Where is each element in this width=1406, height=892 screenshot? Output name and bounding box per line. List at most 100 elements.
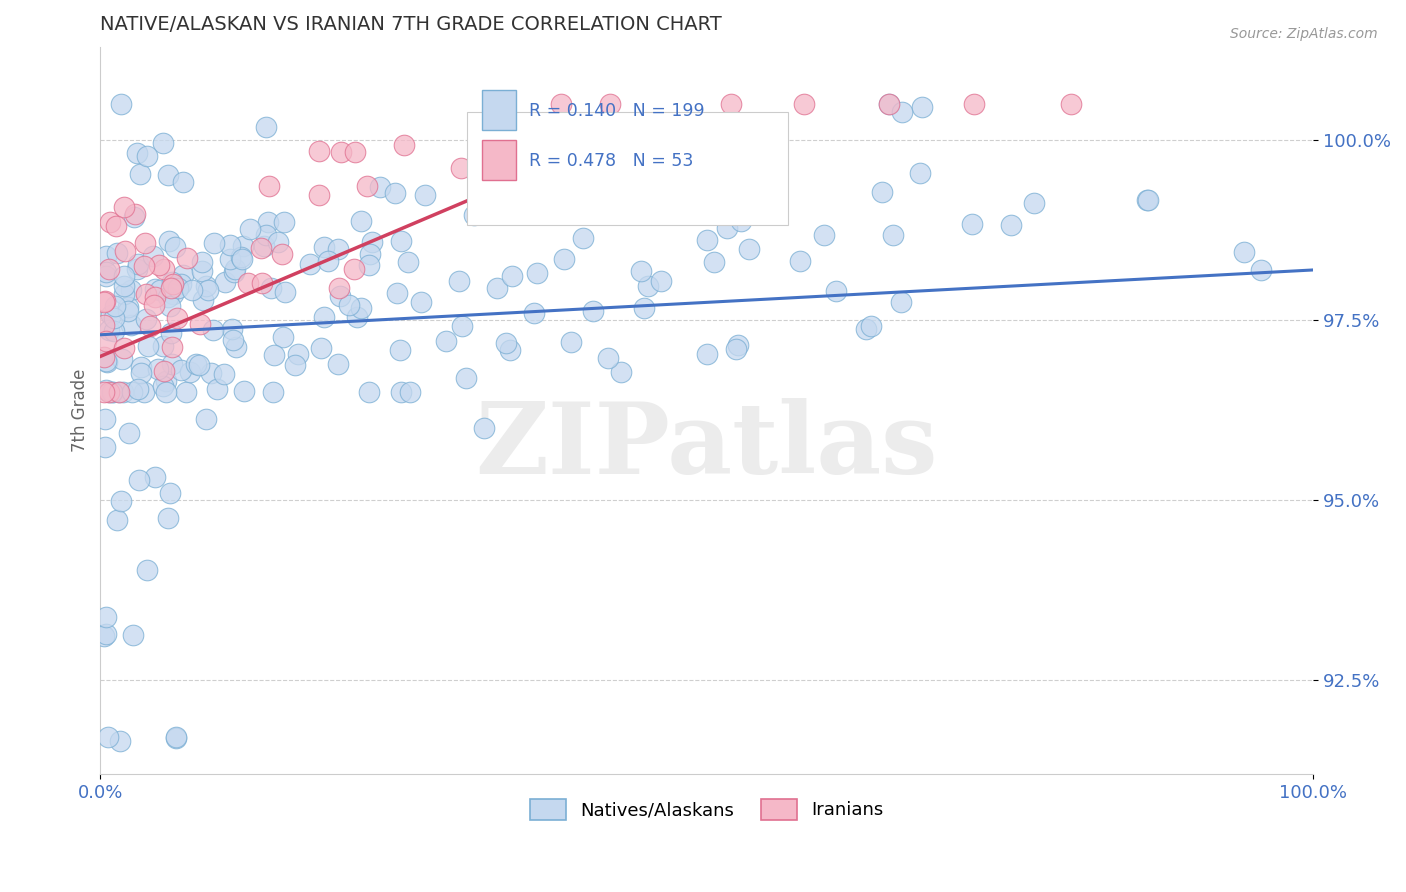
Point: [738, 242, 761, 256]
Point: [121, 385, 143, 400]
Point: [104, 219, 127, 233]
Point: [105, 512, 128, 526]
Point: [160, 357, 183, 371]
Point: [194, 279, 217, 293]
Point: [477, 186, 499, 201]
Bar: [482, 140, 516, 180]
Point: [117, 300, 139, 314]
Point: [523, 306, 546, 320]
Point: [153, 364, 176, 378]
Point: [219, 237, 242, 252]
Point: [392, 138, 415, 153]
Point: [384, 186, 406, 200]
Point: [96, 268, 118, 283]
Point: [329, 289, 352, 303]
Point: [550, 97, 572, 112]
Point: [129, 168, 152, 182]
Point: [191, 264, 214, 278]
Point: [170, 363, 193, 377]
Point: [100, 308, 122, 322]
Point: [287, 347, 309, 361]
Point: [157, 234, 180, 248]
Point: [703, 254, 725, 268]
FancyBboxPatch shape: [467, 112, 789, 225]
Point: [186, 357, 208, 371]
Point: [110, 97, 132, 112]
Point: [598, 351, 620, 365]
Point: [143, 298, 166, 312]
Point: [148, 258, 170, 272]
Point: [329, 145, 352, 160]
Point: [146, 362, 169, 376]
Point: [165, 730, 187, 744]
Point: [356, 179, 378, 194]
Text: R = 0.478   N = 53: R = 0.478 N = 53: [529, 152, 693, 169]
Point: [135, 312, 157, 326]
Point: [239, 222, 262, 236]
Point: [250, 277, 273, 291]
Point: [108, 385, 131, 400]
Point: [346, 310, 368, 324]
Point: [104, 300, 127, 314]
Point: [271, 246, 294, 260]
Point: [136, 338, 159, 352]
Point: [236, 276, 259, 290]
Point: [96, 355, 118, 369]
Point: [162, 277, 184, 292]
Point: [103, 310, 125, 325]
Point: [202, 235, 225, 250]
Point: [360, 235, 382, 249]
Text: ZIPatlas: ZIPatlas: [475, 398, 938, 495]
Point: [368, 179, 391, 194]
Point: [176, 252, 198, 266]
Point: [180, 283, 202, 297]
Point: [357, 258, 380, 272]
Point: [179, 366, 201, 380]
Point: [299, 257, 322, 271]
Point: [197, 283, 219, 297]
Point: [463, 208, 485, 222]
Point: [212, 367, 235, 381]
Point: [155, 385, 177, 400]
Point: [222, 333, 245, 347]
Point: [253, 239, 276, 253]
Point: [96, 353, 118, 368]
Point: [112, 341, 135, 355]
Point: [630, 264, 652, 278]
Point: [143, 290, 166, 304]
Point: [159, 281, 181, 295]
Point: [152, 136, 174, 150]
Point: [232, 239, 254, 253]
Point: [447, 274, 470, 288]
Point: [105, 246, 128, 260]
Point: [284, 358, 307, 372]
Point: [396, 255, 419, 269]
Point: [127, 257, 149, 271]
Point: [103, 325, 125, 339]
Point: [870, 185, 893, 199]
Point: [93, 629, 115, 643]
Point: [225, 340, 247, 354]
Point: [343, 261, 366, 276]
Bar: [482, 90, 516, 130]
Point: [136, 149, 159, 163]
Point: [316, 253, 339, 268]
Point: [273, 214, 295, 228]
Point: [911, 100, 934, 114]
Point: [152, 339, 174, 353]
Point: [93, 318, 115, 332]
Point: [166, 310, 188, 325]
Point: [859, 319, 882, 334]
Point: [159, 299, 181, 313]
Point: [349, 301, 371, 315]
Point: [160, 275, 183, 289]
Point: [960, 217, 983, 231]
Point: [560, 334, 582, 349]
Point: [134, 235, 156, 250]
Point: [124, 207, 146, 221]
Point: [112, 268, 135, 283]
Point: [250, 241, 273, 255]
Point: [877, 97, 900, 112]
Point: [1024, 196, 1046, 211]
Point: [415, 187, 437, 202]
